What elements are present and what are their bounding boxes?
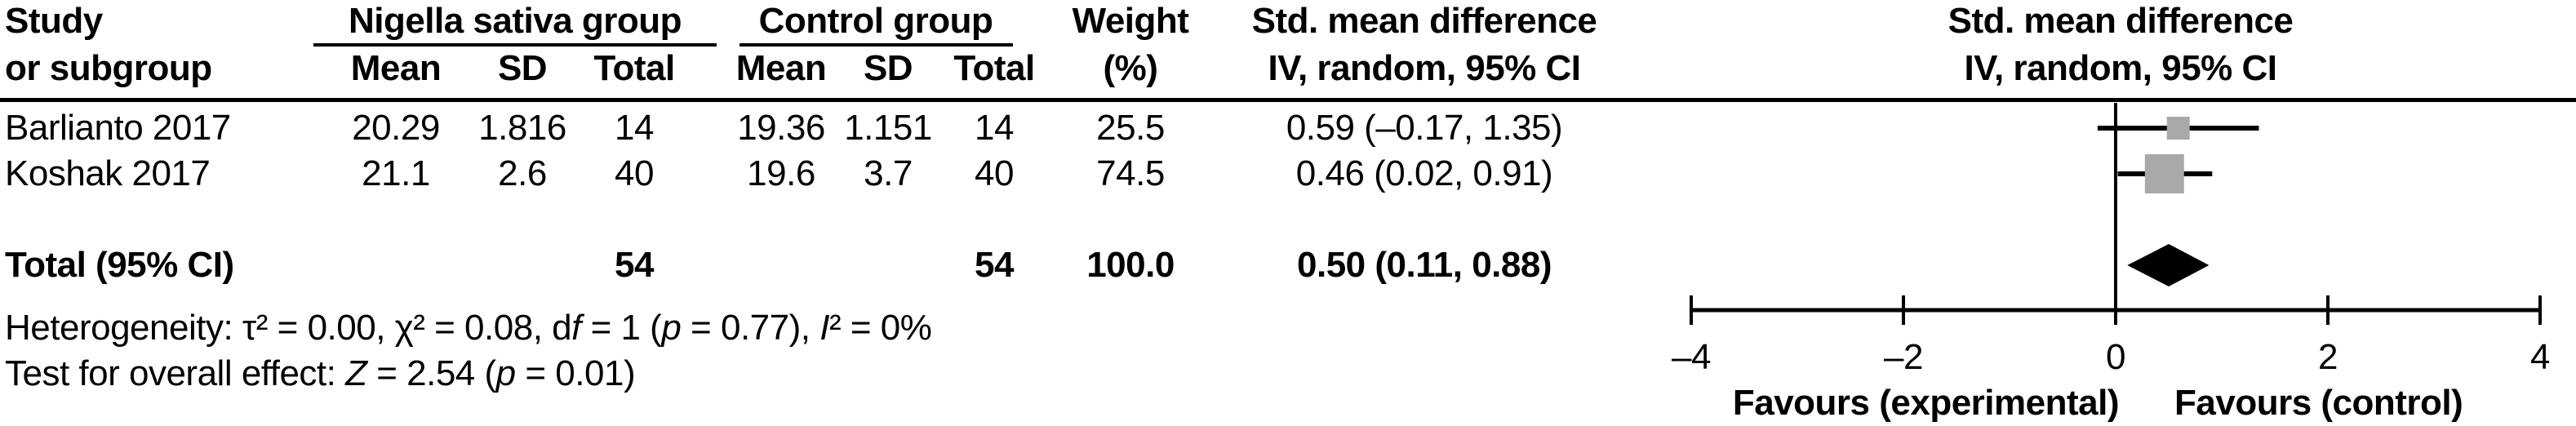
treatment-total-value: 14: [615, 108, 654, 148]
favours-control-label: Favours (control): [2174, 383, 2463, 423]
column-header-treatment-sd: SD: [497, 48, 548, 88]
treatment-sd-value: 2.6: [498, 153, 547, 193]
overall-effect-text: Test for overall effect:: [5, 353, 346, 393]
total-smd-ci: 0.50 (0.11, 0.88): [1297, 245, 1552, 285]
column-header-subgroup: or subgroup: [5, 48, 212, 88]
smd-ci-value: 0.59 (–0.17, 1.35): [1286, 108, 1563, 148]
x-axis-tick-label: 0: [2106, 337, 2125, 377]
x-axis-tick-label: 2: [2318, 337, 2338, 377]
control-group-underline: [739, 43, 1013, 47]
control-total-value: 14: [975, 108, 1014, 148]
control-total-value: 40: [975, 153, 1014, 193]
treatment-mean-value: 21.1: [362, 153, 430, 193]
treatment-mean-value: 20.29: [352, 108, 440, 148]
control-mean-value: 19.6: [747, 153, 815, 193]
column-header-control-mean: Mean: [735, 48, 827, 88]
weight-value: 74.5: [1096, 153, 1165, 193]
column-header-control-sd: SD: [863, 48, 913, 88]
smd-ci-value: 0.46 (0.02, 0.91): [1295, 153, 1553, 193]
column-header-smd-model: IV, random, 95% CI: [1268, 48, 1581, 88]
column-header-treatment-mean: Mean: [350, 48, 442, 88]
column-header-control-total: Total: [953, 48, 1035, 88]
heterogeneity-text: Heterogeneity: τ² = 0.00, χ² = 0.08, d: [5, 308, 572, 348]
treatment-grand-total: 54: [615, 245, 654, 285]
treatment-group-underline: [313, 43, 717, 47]
column-header-study: Study: [5, 1, 103, 41]
weight-value: 25.5: [1096, 108, 1165, 148]
column-header-treatment-total: Total: [593, 48, 675, 88]
column-header-control-group: Control group: [758, 1, 993, 41]
header-separator-line: [0, 98, 2576, 102]
column-header-weight-pct: (%): [1103, 48, 1158, 88]
column-header-treatment-group: Nigella sativa group: [348, 1, 682, 41]
overall-effect-stats: Test for overall effect: Z = 2.54 (p = 0…: [5, 353, 636, 393]
plot-header-smd: Std. mean difference: [1948, 1, 2294, 41]
summary-diamond: [2127, 244, 2210, 286]
control-mean-value: 19.36: [737, 108, 825, 148]
x-axis-tick-label: –4: [1672, 337, 1711, 377]
column-header-weight: Weight: [1072, 1, 1189, 41]
study-weight-square: [2144, 154, 2184, 193]
favours-experimental-label: Favours (experimental): [1733, 383, 2119, 423]
treatment-sd-value: 1.816: [478, 108, 566, 148]
study-name: Barlianto 2017: [5, 108, 231, 148]
x-axis-tick-label: 4: [2530, 337, 2550, 377]
study-name: Koshak 2017: [5, 153, 211, 193]
heterogeneity-stats: Heterogeneity: τ² = 0.00, χ² = 0.08, df …: [5, 308, 932, 348]
total-label: Total (95% CI): [5, 245, 234, 285]
treatment-total-value: 40: [615, 153, 654, 193]
control-sd-value: 3.7: [864, 153, 913, 193]
control-grand-total: 54: [975, 245, 1014, 285]
column-header-smd: Std. mean difference: [1251, 1, 1597, 41]
study-weight-square: [2166, 117, 2190, 140]
x-axis-tick-label: –2: [1884, 337, 1923, 377]
total-weight: 100.0: [1086, 245, 1175, 285]
plot-header-smd-model: IV, random, 95% CI: [1964, 48, 2277, 88]
control-sd-value: 1.151: [844, 108, 932, 148]
